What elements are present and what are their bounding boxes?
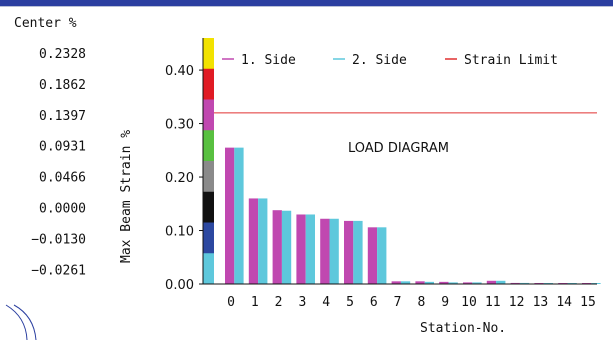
x-tick-label: 14 <box>556 295 572 310</box>
x-axis-label: Station-No. <box>420 321 506 336</box>
bar-side1-station-5 <box>344 220 354 284</box>
beam-outline-decoration-inner <box>5 304 28 341</box>
color-scale-bar <box>203 38 214 285</box>
x-tick-label: 2 <box>275 295 283 310</box>
bar-side1-station-10 <box>463 282 473 284</box>
scale-segment <box>203 99 214 131</box>
window-top-bar <box>0 0 613 6</box>
x-tick-label: 11 <box>485 295 501 310</box>
bar-side2-station-5 <box>353 220 363 284</box>
chart-axes <box>202 38 597 285</box>
x-tick-label: 0 <box>227 295 235 310</box>
center-value: 0.2328 <box>39 47 86 62</box>
bar-side2-station-7 <box>400 281 411 284</box>
x-tick-label: 6 <box>370 295 378 310</box>
bar-side2-station-0 <box>234 147 244 284</box>
legend-value-list: 0.2328 0.1862 0.1397 0.0931 0.0466 0.0000 −0.0… <box>31 47 86 278</box>
x-tick-label: 12 <box>509 295 525 310</box>
bar-side2-station-10 <box>472 282 482 284</box>
bar-side1-station-1 <box>248 198 259 284</box>
bar-side1-station-7 <box>391 281 401 284</box>
bar-side1-station-4 <box>320 218 330 284</box>
bar-side2-station-12 <box>519 282 530 284</box>
y-tick-label: 0.00 <box>165 278 194 293</box>
bar-side1-station-0 <box>225 147 235 284</box>
bar-side2-station-6 <box>377 227 387 284</box>
center-value: 0.0931 <box>39 140 86 155</box>
bar-side2-station-8 <box>424 281 434 284</box>
scale-segment <box>203 38 214 70</box>
center-value: 0.1862 <box>39 78 86 93</box>
bar-side1-station-6 <box>367 227 378 284</box>
center-value: 0.1397 <box>39 109 86 124</box>
legend-item-side1: 1. Side <box>241 53 296 68</box>
bar-side2-station-1 <box>258 198 268 284</box>
bar-side1-station-8 <box>415 281 425 284</box>
scale-segment <box>203 191 214 223</box>
y-axis-label: Max Beam Strain % <box>119 130 134 263</box>
beam-outline-decoration <box>13 304 37 341</box>
chart-title: LOAD DIAGRAM <box>348 141 449 156</box>
center-percent-header: Center % <box>14 16 77 31</box>
x-tick-label: 3 <box>298 295 306 310</box>
bar-side2-station-2 <box>281 210 292 284</box>
scale-segment <box>203 130 214 162</box>
bar-side1-station-2 <box>272 210 282 284</box>
chart-legend: 1. Side 2. Side Strain Limit <box>222 53 558 68</box>
scale-segment <box>203 68 214 100</box>
y-tick-label: 0.40 <box>165 64 194 79</box>
bar-side1-station-11 <box>486 280 497 284</box>
bar-side1-station-3 <box>296 214 306 284</box>
y-tick-label: 0.10 <box>165 225 194 240</box>
scale-segment <box>203 253 214 285</box>
x-tick-label: 4 <box>322 295 330 310</box>
scale-segment <box>203 161 214 193</box>
bar-side2-station-4 <box>329 218 339 284</box>
legend-item-strain-limit: Strain Limit <box>464 53 558 68</box>
bar-side1-station-12 <box>510 282 520 284</box>
bar-side2-station-11 <box>496 280 506 284</box>
center-value: −0.0130 <box>31 232 86 247</box>
y-tick-label: 0.30 <box>165 118 194 133</box>
load-diagram-panel: Center % 0.2328 0.1862 0.1397 0.0931 0.0466 0… <box>0 6 613 341</box>
x-tick-label: 10 <box>461 295 477 310</box>
x-tick-label: 1 <box>251 295 259 310</box>
bar-side1-station-9 <box>439 281 449 284</box>
x-tick-label: 13 <box>533 295 549 310</box>
x-tick-labels: 0 1 2 3 4 5 6 7 8 9 10 11 12 13 14 15 <box>227 295 596 310</box>
x-tick-label: 8 <box>417 295 425 310</box>
center-value: 0.0000 <box>39 202 86 217</box>
load-diagram-chart: Center % 0.23280.18620.13970.09310.04660… <box>5 16 601 341</box>
bar-side2-station-3 <box>305 214 315 284</box>
y-tick-labels: 0.00 0.10 0.20 0.30 0.40 <box>165 64 203 293</box>
y-tick-label: 0.20 <box>165 171 194 186</box>
center-value: −0.0261 <box>31 263 86 278</box>
x-tick-label: 15 <box>580 295 596 310</box>
x-tick-label: 9 <box>441 295 449 310</box>
x-tick-label: 5 <box>346 295 354 310</box>
legend-item-side2: 2. Side <box>352 53 407 68</box>
x-tick-label: 7 <box>394 295 402 310</box>
center-value: 0.0466 <box>39 171 86 186</box>
scale-segment <box>203 222 214 254</box>
bar-series-group <box>225 147 601 284</box>
bar-side2-station-9 <box>448 282 458 284</box>
